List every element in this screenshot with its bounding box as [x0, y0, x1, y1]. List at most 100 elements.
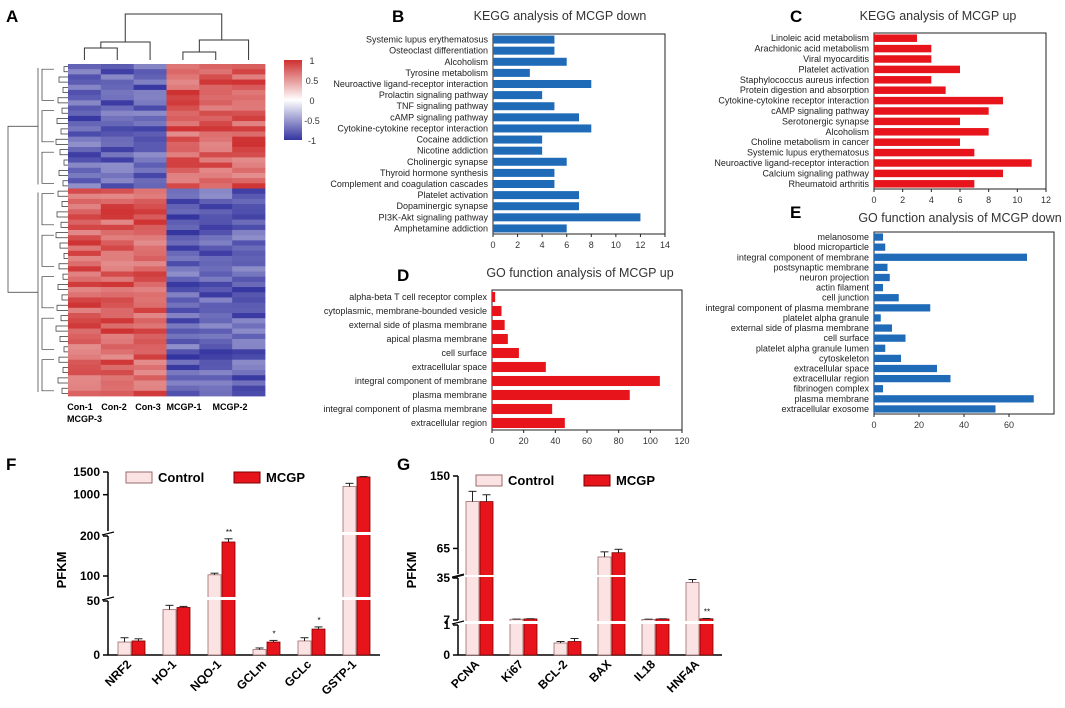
category-label: external side of plasma membrane: [731, 323, 869, 333]
heatmap-cell: [166, 204, 200, 210]
axis-break-gap: [684, 621, 715, 624]
category-label: Complement and coagulation cascades: [330, 179, 488, 189]
heatmap-cell: [100, 292, 135, 298]
heatmap-cell: [100, 235, 135, 241]
bar: [493, 224, 567, 233]
category-label: Alcoholism: [825, 127, 869, 137]
heatmap-cell: [232, 183, 266, 189]
y-tick-label: 100: [80, 569, 100, 583]
heatmap-cell: [100, 354, 135, 361]
bar: [874, 107, 989, 115]
heatmap-cell: [199, 167, 233, 174]
heatmap-cell: [133, 318, 167, 324]
heatmap-cell: [68, 79, 102, 86]
dendro-leaf: [56, 304, 68, 311]
heatmap-cell: [133, 193, 167, 200]
heatmap-cell: [232, 115, 266, 122]
x-tick-label: 40: [959, 420, 969, 430]
heatmap-cell: [133, 152, 167, 158]
column-label: Con-2: [101, 402, 127, 412]
bar: [493, 91, 543, 100]
heatmap-cell: [166, 240, 200, 246]
category-label: Cholinergic synapse: [407, 157, 488, 167]
heatmap-cell: [133, 172, 167, 179]
heatmap-cell: [199, 224, 233, 231]
bar: [874, 263, 888, 272]
y-tick-label: 0: [443, 648, 450, 662]
x-tick-label: 0: [871, 420, 876, 430]
category-label: Platelet activation: [417, 190, 488, 200]
bar: [493, 102, 555, 111]
heatmap-cell: [100, 167, 135, 174]
axis-break-gap: [464, 575, 495, 577]
heatmap-cell: [199, 385, 233, 392]
heatmap-cell: [232, 240, 266, 246]
heatmap-cell: [100, 364, 135, 371]
heatmap-cell: [133, 281, 167, 288]
y-tick-label: 35: [437, 571, 451, 585]
bar: [874, 148, 975, 157]
heatmap-cell: [232, 390, 266, 397]
heatmap-cell: [166, 328, 200, 335]
heatmap-cell: [68, 359, 102, 366]
bar: [874, 354, 901, 363]
heatmap-cell: [166, 162, 200, 169]
heatmap-cell: [100, 95, 135, 101]
heatmap-cell: [199, 307, 233, 314]
x-tick-label: 10: [611, 240, 621, 250]
heatmap-cell: [166, 287, 200, 293]
heatmap-cell: [199, 359, 233, 366]
heatmap-cell: [232, 95, 266, 101]
heatmap-cell: [199, 105, 233, 112]
bar: [874, 304, 931, 312]
mcgp-bar: [567, 641, 582, 656]
heatmap-cell: [166, 198, 200, 205]
heatmap-cell: [100, 390, 135, 397]
heatmap-cell: [232, 302, 266, 309]
heatmap-cell: [68, 157, 102, 163]
mcgp-bar: [655, 618, 670, 656]
category-label: extracellular space: [412, 362, 487, 372]
heatmap-cell: [199, 328, 233, 335]
x-tick-label: 10: [1012, 195, 1022, 205]
heatmap-cell: [199, 141, 233, 148]
legend-swatch-control: [125, 471, 153, 484]
heatmap-cell: [133, 292, 167, 298]
y-tick-label: 200: [80, 529, 100, 543]
bar: [493, 180, 555, 188]
bar: [492, 333, 508, 345]
axis-break-gap: [464, 621, 495, 624]
dendro-leaf: [61, 201, 68, 208]
heatmap-cell: [133, 380, 167, 387]
dendro-leaf: [57, 284, 68, 291]
heatmap-cell: [199, 338, 233, 345]
heatmap-cell: [232, 359, 266, 366]
bar: [874, 324, 892, 332]
heatmap-cell: [199, 390, 233, 397]
heatmap-cell: [100, 307, 135, 314]
heatmap-cell: [100, 380, 135, 387]
heatmap-cell: [68, 307, 102, 314]
dendro-leaf: [56, 118, 68, 125]
panel-label: F: [6, 455, 16, 474]
x-category-label: PCNA: [448, 657, 482, 691]
control-bar: [207, 574, 222, 656]
heatmap-cell: [133, 313, 167, 319]
heatmap-cell: [68, 245, 102, 252]
heatmap-cell: [68, 209, 102, 215]
heatmap-cell: [68, 266, 102, 272]
panel-label: A: [6, 7, 18, 26]
axis-break-gap: [596, 575, 627, 577]
legend-swatch-control: [475, 474, 503, 487]
heatmap-cell: [133, 110, 167, 117]
heatmap-cell: [232, 261, 266, 267]
category-label: PI3K-Akt signaling pathway: [378, 212, 488, 222]
heatmap-cell: [68, 136, 102, 143]
heatmap-cell: [199, 183, 233, 189]
heatmap-cell: [232, 323, 266, 329]
bar: [874, 243, 886, 251]
heatmap-cell: [100, 338, 135, 345]
x-tick-label: 6: [564, 240, 569, 250]
dendro-branch: [41, 110, 54, 143]
mcgp-bar: [131, 640, 146, 656]
